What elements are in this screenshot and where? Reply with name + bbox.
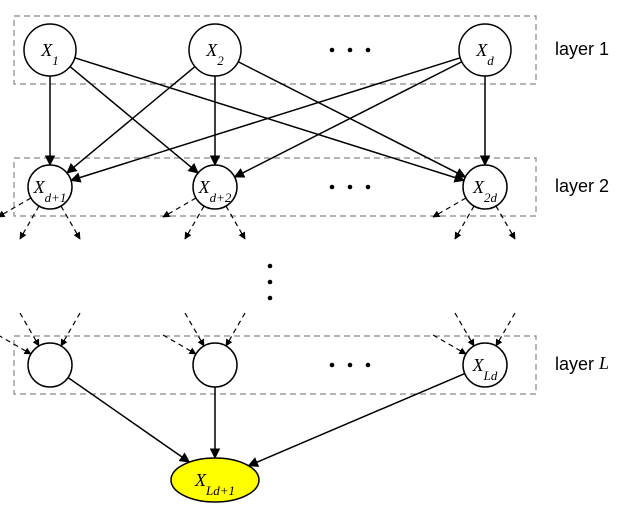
node-x2d: X2d	[463, 165, 507, 209]
ellipsis-dot	[268, 296, 273, 301]
node-nL1	[28, 343, 72, 387]
edge-stub-in	[61, 313, 80, 346]
edge-stub-out	[185, 206, 204, 239]
edge-stub-in	[20, 313, 39, 346]
ellipsis-dot	[348, 363, 353, 368]
edge-stub-out	[20, 206, 39, 239]
edge-stub-in	[455, 313, 474, 346]
edge-stub-in	[496, 313, 515, 346]
ellipsis-dot	[366, 185, 371, 190]
layer-label: layer 2	[555, 176, 609, 196]
network-diagram: X1 X2 Xd Xd+1 Xd+2 X2d XLd XLd+1 layer 1 layer 2…	[0, 0, 640, 526]
layer-box	[14, 16, 536, 84]
layer-label: layer L	[555, 353, 609, 374]
edge	[68, 378, 189, 463]
edge	[67, 67, 195, 173]
edge-stub-out	[455, 206, 474, 239]
ellipsis-dot	[348, 48, 353, 53]
edge-stub-out	[0, 198, 31, 217]
layer-box	[14, 336, 536, 394]
node-xd1: Xd+1	[28, 165, 72, 209]
ellipsis-dot	[330, 363, 335, 368]
ellipsis-dot	[330, 48, 335, 53]
edge	[248, 374, 464, 466]
ellipsis-dot	[366, 363, 371, 368]
edge-stub-out	[61, 206, 80, 239]
edge-stub-out	[496, 206, 515, 239]
ellipsis-dot	[330, 185, 335, 190]
ellipsis-dot	[268, 280, 273, 285]
node-xd2: Xd+2	[193, 165, 237, 209]
ellipsis-dot	[348, 185, 353, 190]
ellipsis-dot	[268, 264, 273, 269]
layer-box	[14, 158, 536, 216]
edge-stub-in	[0, 335, 31, 354]
node-nL2	[193, 343, 237, 387]
edge-stub-in	[163, 335, 196, 354]
edge-stub-out	[226, 206, 245, 239]
edge-stub-in	[185, 313, 204, 346]
node-xd: Xd	[459, 24, 511, 76]
layer-label: layer 1	[555, 39, 609, 59]
edge-stub-out	[163, 198, 196, 217]
edge-stub-out	[433, 198, 466, 217]
node-xLd: XLd	[463, 343, 507, 387]
edge-stub-in	[433, 335, 466, 354]
edge	[70, 67, 198, 173]
node-out: XLd+1	[171, 458, 259, 502]
ellipsis-dot	[366, 48, 371, 53]
edge-stub-in	[226, 313, 245, 346]
node-x2: X2	[189, 24, 241, 76]
node-x1: X1	[24, 24, 76, 76]
